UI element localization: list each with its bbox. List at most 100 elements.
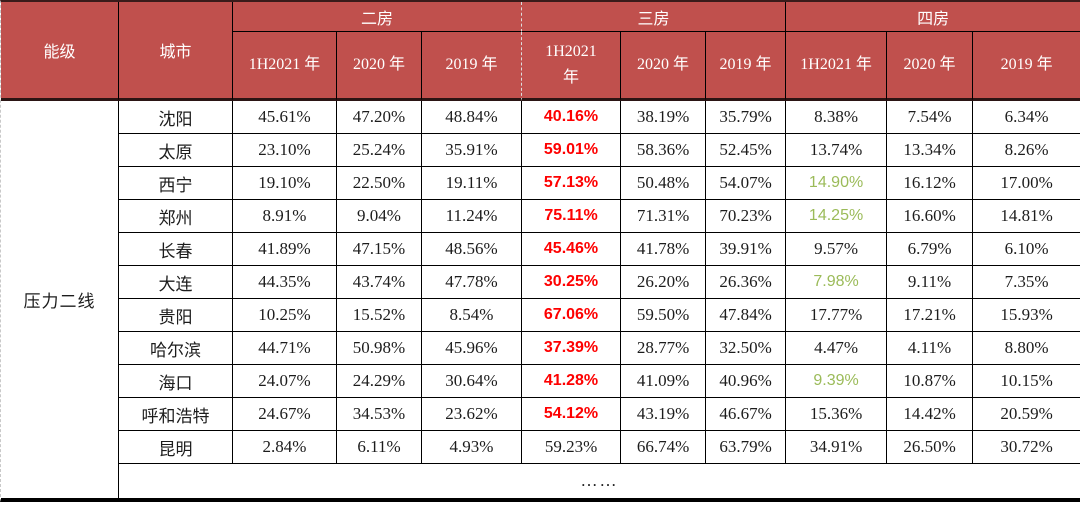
value-cell: 66.74% [621, 431, 707, 464]
city-cell: 太原 [119, 134, 233, 167]
value-cell: 14.25% [786, 200, 888, 233]
value-cell: 16.60% [887, 200, 974, 233]
table-row: 郑州 8.91% 9.04% 11.24% 75.11% 71.31% 70.23% 14.2… [1, 200, 1080, 233]
value-cell: 26.36% [706, 266, 787, 299]
value-cell: 28.77% [621, 332, 707, 365]
header-energy-level: 能级 [1, 2, 119, 101]
value-cell: 41.28% [522, 365, 622, 398]
value-cell: 30.64% [422, 365, 523, 398]
value-cell: 15.52% [337, 299, 422, 332]
value-cell: 10.15% [973, 365, 1080, 398]
value-cell: 10.87% [887, 365, 974, 398]
table-body: 压力二线 沈阳 45.61% 47.20% 48.84% 40.16% 38.19% 35.7… [1, 101, 1080, 499]
value-cell: 41.89% [233, 233, 337, 266]
value-cell: 24.07% [233, 365, 337, 398]
value-cell: 43.74% [337, 266, 422, 299]
value-cell: 41.09% [621, 365, 707, 398]
header-three-room-1h2021: 1H2021 年 [522, 32, 622, 101]
value-cell: 25.24% [337, 134, 422, 167]
value-cell: 32.50% [706, 332, 787, 365]
value-cell: 47.78% [422, 266, 523, 299]
value-cell: 10.25% [233, 299, 337, 332]
value-cell: 43.19% [621, 398, 707, 431]
value-cell: 6.79% [887, 233, 974, 266]
value-cell: 37.39% [522, 332, 622, 365]
value-cell: 52.45% [706, 134, 787, 167]
ellipsis-cell: …… [119, 464, 1080, 499]
header-two-room-2020: 2020 年 [337, 32, 422, 101]
value-cell: 59.01% [522, 134, 622, 167]
city-cell: 哈尔滨 [119, 332, 233, 365]
table-header: 能级 城市 二房 三房 四房 1H2021 年 2020 年 2019 年 1H… [1, 2, 1080, 101]
value-cell: 8.91% [233, 200, 337, 233]
value-cell: 54.07% [706, 167, 787, 200]
value-cell: 14.42% [887, 398, 974, 431]
value-cell: 41.78% [621, 233, 707, 266]
header-four-room-2020: 2020 年 [887, 32, 974, 101]
value-cell: 63.79% [706, 431, 787, 464]
ellipsis-row: …… [1, 464, 1080, 499]
value-cell: 26.50% [887, 431, 974, 464]
table-row: 昆明 2.84% 6.11% 4.93% 59.23% 66.74% 63.79% 34.91… [1, 431, 1080, 464]
value-cell: 40.96% [706, 365, 787, 398]
header-four-room-1h2021: 1H2021 年 [786, 32, 888, 101]
city-cell: 贵阳 [119, 299, 233, 332]
value-cell: 2.84% [233, 431, 337, 464]
city-cell: 沈阳 [119, 101, 233, 134]
value-cell: 6.34% [973, 101, 1080, 134]
city-cell: 海口 [119, 365, 233, 398]
value-cell: 48.56% [422, 233, 523, 266]
value-cell: 13.74% [786, 134, 888, 167]
header-group-two-room: 二房 [233, 2, 523, 32]
value-cell: 24.29% [337, 365, 422, 398]
header-three-room-2020: 2020 年 [621, 32, 707, 101]
value-cell: 6.10% [973, 233, 1080, 266]
value-cell: 17.00% [973, 167, 1080, 200]
value-cell: 7.98% [786, 266, 888, 299]
value-cell: 14.81% [973, 200, 1080, 233]
value-cell: 4.93% [422, 431, 523, 464]
value-cell: 9.39% [786, 365, 888, 398]
header-group-three-room: 三房 [522, 2, 787, 32]
table-row: 哈尔滨 44.71% 50.98% 45.96% 37.39% 28.77% 32.50% 4… [1, 332, 1080, 365]
value-cell: 4.47% [786, 332, 888, 365]
header-city: 城市 [119, 2, 233, 101]
value-cell: 75.11% [522, 200, 622, 233]
header-two-room-2019: 2019 年 [422, 32, 523, 101]
value-cell: 34.53% [337, 398, 422, 431]
value-cell: 23.62% [422, 398, 523, 431]
value-cell: 8.26% [973, 134, 1080, 167]
value-cell: 7.54% [887, 101, 974, 134]
value-cell: 57.13% [522, 167, 622, 200]
value-cell: 8.38% [786, 101, 888, 134]
value-cell: 47.84% [706, 299, 787, 332]
value-cell: 50.98% [337, 332, 422, 365]
value-cell: 46.67% [706, 398, 787, 431]
value-cell: 30.72% [973, 431, 1080, 464]
value-cell: 38.19% [621, 101, 707, 134]
value-cell: 23.10% [233, 134, 337, 167]
city-cell: 西宁 [119, 167, 233, 200]
city-cell: 长春 [119, 233, 233, 266]
value-cell: 6.11% [337, 431, 422, 464]
value-cell: 50.48% [621, 167, 707, 200]
value-cell: 39.91% [706, 233, 787, 266]
table-row: 呼和浩特 24.67% 34.53% 23.62% 54.12% 43.19% 46.67%… [1, 398, 1080, 431]
value-cell: 45.96% [422, 332, 523, 365]
value-cell: 35.91% [422, 134, 523, 167]
value-cell: 44.71% [233, 332, 337, 365]
value-cell: 59.23% [522, 431, 622, 464]
header-four-room-2019: 2019 年 [973, 32, 1080, 101]
table-row: 贵阳 10.25% 15.52% 8.54% 67.06% 59.50% 47.84% 17.… [1, 299, 1080, 332]
value-cell: 13.34% [887, 134, 974, 167]
value-cell: 48.84% [422, 101, 523, 134]
value-cell: 40.16% [522, 101, 622, 134]
value-cell: 9.57% [786, 233, 888, 266]
table-row: 长春 41.89% 47.15% 48.56% 45.46% 41.78% 39.91% 9.… [1, 233, 1080, 266]
value-cell: 58.36% [621, 134, 707, 167]
value-cell: 45.46% [522, 233, 622, 266]
value-cell: 15.93% [973, 299, 1080, 332]
city-cell: 昆明 [119, 431, 233, 464]
